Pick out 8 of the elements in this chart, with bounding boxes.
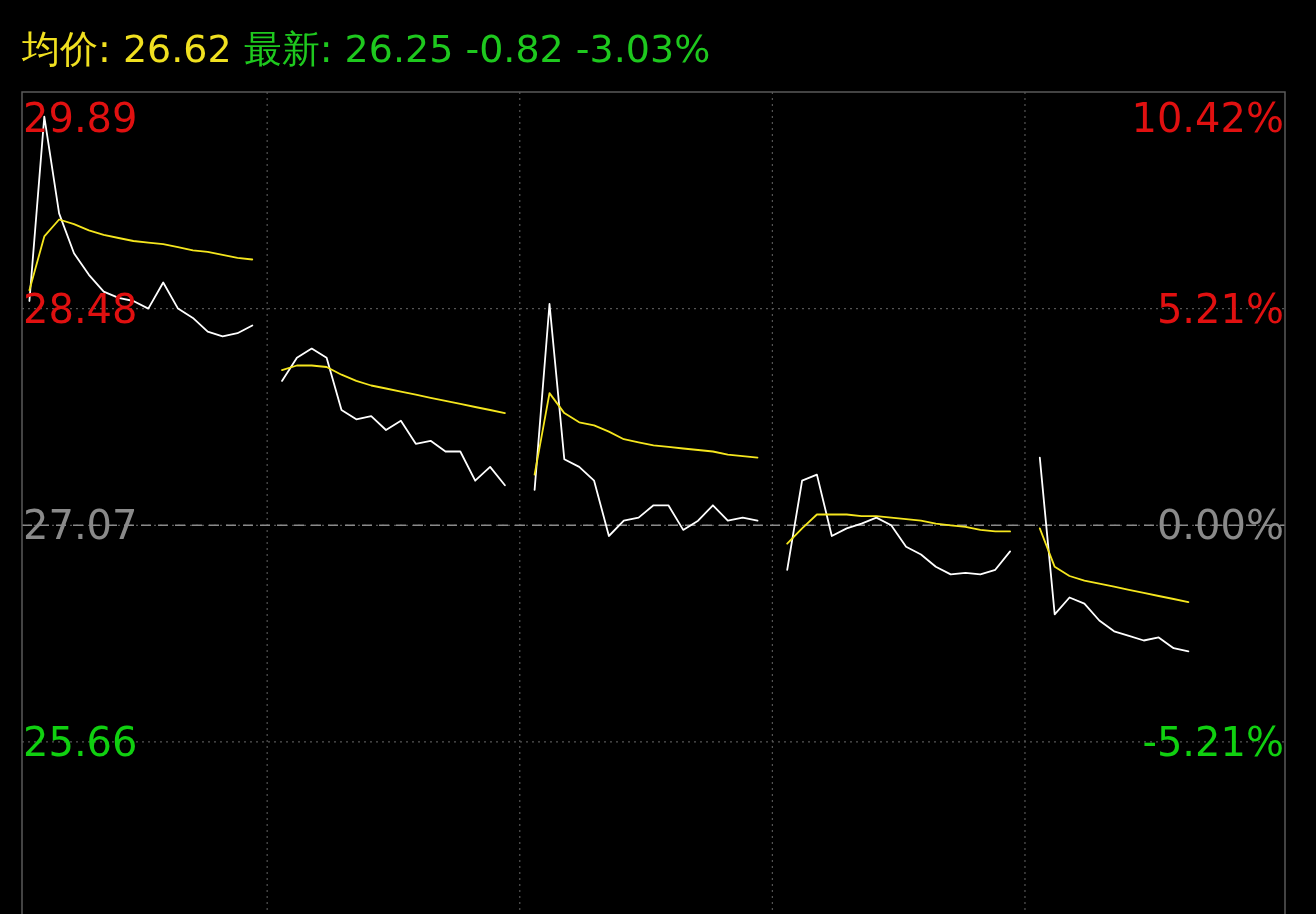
chart-title: 均价: 26.62: [21, 27, 232, 71]
y-tick-label: 28.48: [23, 285, 138, 332]
y-tick-label: 29.89: [23, 95, 138, 141]
y2-tick-label: -5.21%: [1142, 718, 1284, 765]
y2-tick-label: 5.21%: [1156, 285, 1284, 332]
chart-subtitle: 最新: 26.25 -0.82 -3.03%: [243, 27, 711, 71]
y2-tick-label: 10.42%: [1131, 95, 1284, 141]
y-tick-label: 25.66: [23, 718, 138, 765]
